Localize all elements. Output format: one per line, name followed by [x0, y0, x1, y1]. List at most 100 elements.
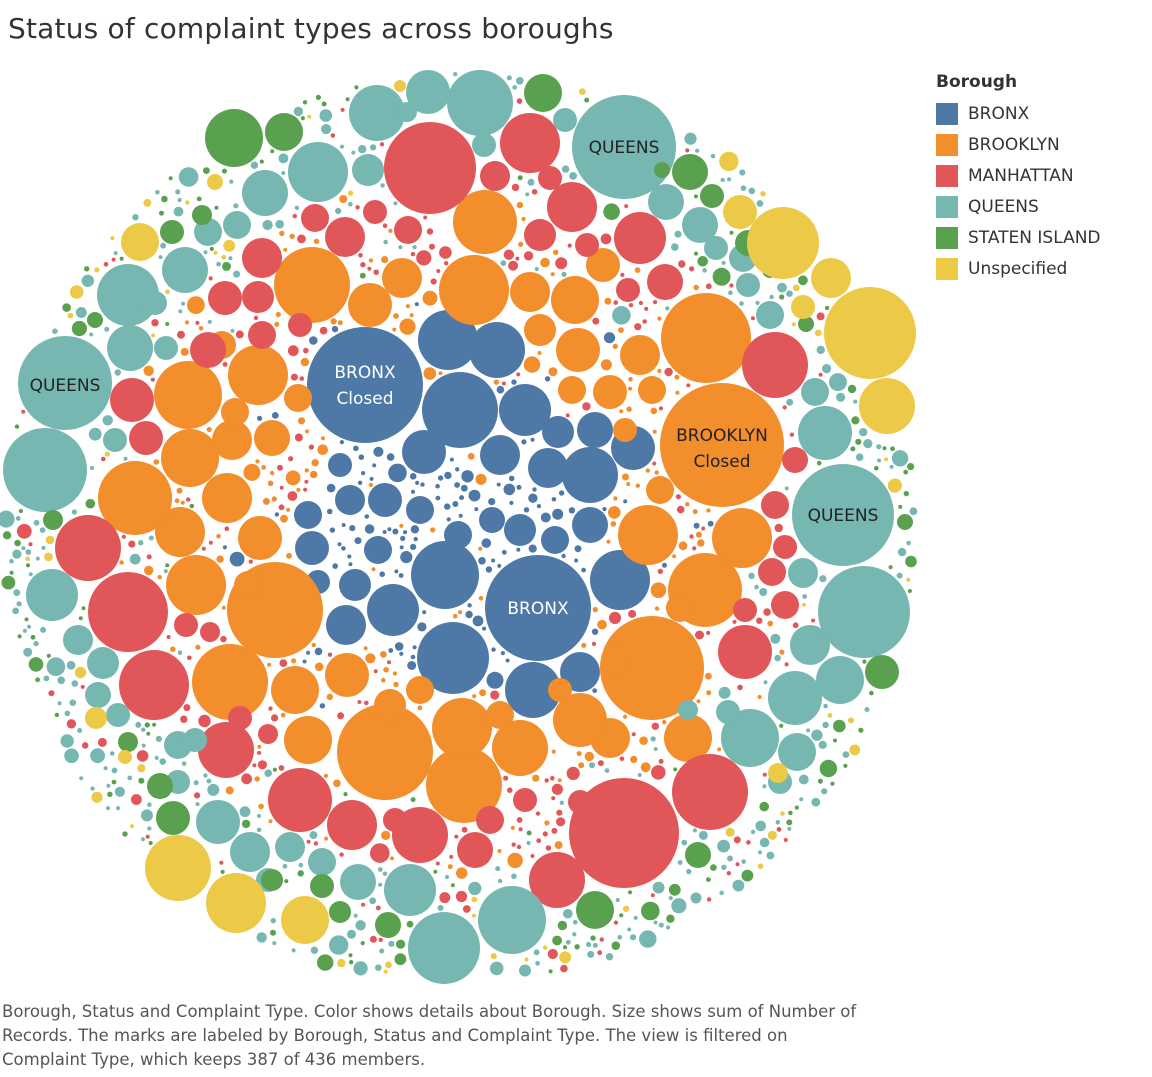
bubble-brooklyn[interactable] — [439, 255, 509, 325]
bubble-small[interactable] — [14, 539, 21, 547]
bubble-small[interactable] — [375, 964, 382, 971]
bubble-small[interactable] — [692, 546, 697, 551]
bubble-bronx[interactable] — [504, 514, 536, 546]
bubble-small[interactable] — [209, 246, 214, 251]
bubble-queens[interactable] — [143, 291, 167, 315]
bubble-small[interactable] — [547, 948, 558, 960]
bubble-small[interactable] — [410, 543, 417, 550]
bubble-small[interactable] — [536, 504, 542, 509]
bubble-queens[interactable] — [97, 264, 159, 326]
bubble-small[interactable] — [195, 802, 200, 807]
bubble-brooklyn[interactable] — [618, 505, 678, 565]
bubble-small[interactable] — [516, 98, 523, 104]
bubble-small[interactable] — [2, 531, 12, 540]
bubble-small[interactable] — [565, 939, 571, 945]
bubble-brooklyn[interactable] — [660, 383, 784, 507]
bubble-small[interactable] — [821, 788, 828, 795]
bubble-small[interactable] — [324, 836, 329, 841]
bubble-manhattan[interactable] — [268, 768, 332, 832]
bubble-small[interactable] — [77, 728, 83, 733]
bubble-small[interactable] — [763, 680, 768, 685]
bubble-small[interactable] — [268, 706, 273, 711]
bubble-small[interactable] — [877, 458, 881, 463]
bubble-manhattan[interactable] — [616, 278, 640, 302]
bubble-small[interactable] — [153, 459, 160, 465]
bubble-small[interactable] — [394, 642, 404, 651]
bubble-bronx[interactable] — [364, 536, 392, 564]
bubble-manhattan[interactable] — [174, 613, 198, 637]
bubble-small[interactable] — [444, 471, 452, 480]
bubble-small[interactable] — [213, 250, 218, 255]
bubble-bronx[interactable] — [417, 622, 489, 694]
bubble-small[interactable] — [14, 424, 20, 429]
bubble-small[interactable] — [603, 332, 616, 344]
bubble-small[interactable] — [304, 479, 309, 484]
bubble-manhattan[interactable] — [524, 219, 556, 251]
bubble-small[interactable] — [348, 953, 353, 958]
bubble-small[interactable] — [369, 935, 377, 943]
bubble-small[interactable] — [619, 756, 625, 761]
bubble-small[interactable] — [377, 867, 383, 872]
bubble-small[interactable] — [827, 713, 833, 718]
bubble-small[interactable] — [521, 439, 527, 445]
bubble-staten-island[interactable] — [156, 801, 190, 835]
bubble-small[interactable] — [62, 303, 71, 312]
bubble-small[interactable] — [712, 267, 731, 286]
bubble-brooklyn[interactable] — [212, 420, 252, 460]
bubble-small[interactable] — [371, 567, 376, 572]
bubble-small[interactable] — [184, 320, 190, 325]
bubble-small[interactable] — [555, 257, 568, 270]
bubble-small[interactable] — [686, 868, 692, 875]
bubble-staten-island[interactable] — [310, 874, 334, 898]
bubble-small[interactable] — [497, 849, 502, 853]
bubble-small[interactable] — [639, 930, 657, 948]
bubble-small[interactable] — [257, 750, 262, 755]
bubble-small[interactable] — [417, 622, 427, 632]
bubble-small[interactable] — [816, 312, 825, 321]
bubble-small[interactable] — [66, 719, 77, 729]
bubble-small[interactable] — [617, 935, 622, 940]
bubble-small[interactable] — [455, 890, 468, 903]
bubble-small[interactable] — [414, 302, 419, 307]
bubble-small[interactable] — [600, 359, 612, 371]
bubble-small[interactable] — [438, 371, 443, 376]
bubble-small[interactable] — [623, 499, 628, 504]
bubble-small[interactable] — [297, 234, 306, 244]
bubble-small[interactable] — [165, 563, 170, 568]
bubble-small[interactable] — [472, 694, 477, 699]
bubble-small[interactable] — [817, 778, 823, 784]
bubble-small[interactable] — [725, 827, 735, 837]
bubble-small[interactable] — [544, 778, 549, 783]
bubble-small[interactable] — [64, 710, 71, 717]
bubble-bronx[interactable] — [326, 605, 366, 645]
bubble-small[interactable] — [216, 261, 222, 267]
bubble-staten-island[interactable] — [118, 732, 138, 752]
bubble-small[interactable] — [678, 541, 688, 551]
bubble-brooklyn[interactable] — [202, 473, 252, 523]
bubble-small[interactable] — [664, 367, 673, 377]
bubble-small[interactable] — [748, 572, 755, 579]
bubble-small[interactable] — [762, 784, 767, 789]
bubble-small[interactable] — [220, 635, 227, 643]
bubble-small[interactable] — [600, 233, 612, 245]
bubble-small[interactable] — [757, 863, 764, 869]
bubble-small[interactable] — [48, 690, 55, 697]
bubble-small[interactable] — [170, 646, 176, 652]
bubble-small[interactable] — [756, 617, 763, 624]
bubble-small[interactable] — [138, 777, 145, 784]
bubble-small[interactable] — [666, 914, 675, 923]
bubble-small[interactable] — [758, 850, 762, 855]
bubble-small[interactable] — [695, 148, 700, 153]
bubble-small[interactable] — [548, 367, 558, 377]
bubble-small[interactable] — [507, 787, 513, 793]
bubble-brooklyn[interactable] — [284, 384, 312, 412]
bubble-small[interactable] — [291, 658, 297, 664]
bubble-small[interactable] — [285, 470, 301, 486]
bubble-small[interactable] — [311, 642, 316, 648]
bubble-small[interactable] — [256, 932, 267, 943]
bubble-small[interactable] — [67, 312, 74, 319]
bubble-small[interactable] — [293, 106, 304, 117]
bubble-small[interactable] — [523, 356, 541, 373]
bubble-small[interactable] — [693, 522, 700, 529]
bubble-small[interactable] — [746, 840, 751, 845]
